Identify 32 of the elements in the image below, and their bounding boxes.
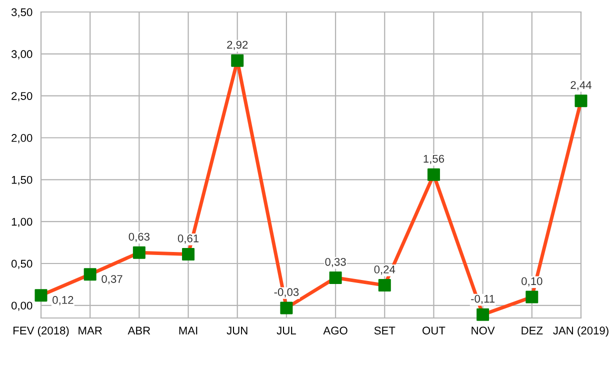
x-tick-label: OUT [422,326,446,334]
x-tick-label: JUN [226,326,248,334]
x-tick-label: FEV (2018) [14,326,69,337]
y-tick-label: 3,50 [11,8,32,18]
data-label: 0,10 [522,277,542,286]
x-tick-label: JAN (2019) [553,326,608,337]
data-label: 0,33 [325,258,346,268]
data-label: -0,11 [471,294,495,304]
data-label: 0,12 [52,296,74,306]
x-tick-label: DEZ [522,326,543,334]
x-tick-label: NOV [472,326,495,334]
data-label: 0,24 [374,266,396,275]
y-tick-label: 2,50 [12,92,32,102]
data-label: 1,56 [424,154,444,164]
data-label: -0,03 [274,288,299,298]
x-tick-label: ABR [128,326,150,334]
y-tick-label: 0,50 [11,260,32,269]
y-tick-label: 3,00 [11,50,32,60]
x-tick-label: MAI [179,326,198,334]
data-label: 0,63 [128,232,150,242]
y-tick-label: 2,00 [12,134,32,144]
data-label: 2,92 [227,40,248,50]
x-tick-label: SET [374,326,396,334]
x-tick-label: AGO [323,326,348,334]
x-tick-label: MAR [78,326,102,334]
y-tick-label: 1,00 [12,218,32,228]
data-label: 2,44 [570,81,592,90]
x-tick-label: JUL [276,326,296,334]
y-tick-label: 0,00 [11,302,32,311]
y-tick-label: 1,50 [12,176,32,186]
data-label: 0,61 [178,234,199,244]
data-label: 0,37 [102,275,122,284]
